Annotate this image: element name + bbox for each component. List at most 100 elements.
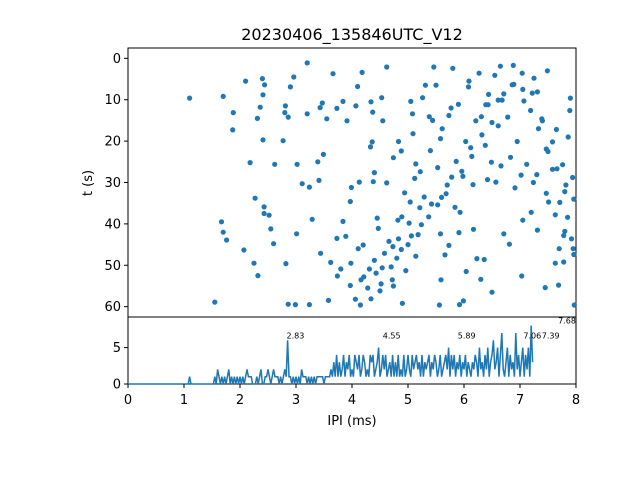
scatter-point [291, 74, 297, 80]
scatter-point [449, 174, 455, 180]
scatter-point [501, 91, 507, 97]
histogram-y-tick-label: 0 [113, 378, 121, 393]
scatter-point [399, 300, 405, 306]
scatter-point [340, 98, 346, 104]
scatter-point [367, 144, 374, 150]
scatter-point [338, 266, 344, 272]
scatter-point [570, 174, 576, 181]
scatter-point [528, 107, 534, 114]
histogram-x-tick-label: 3 [292, 393, 300, 408]
scatter-point [373, 270, 379, 276]
scatter-point [420, 95, 426, 101]
scatter-point [546, 199, 552, 205]
scatter-point [399, 214, 405, 220]
scatter-point [309, 216, 315, 222]
scatter-point [478, 114, 484, 120]
scatter-point [489, 119, 495, 126]
scatter-point [294, 161, 300, 167]
scatter-point [413, 161, 419, 167]
scatter-point [530, 179, 537, 186]
scatter-point [469, 153, 475, 159]
scatter-point [534, 227, 541, 233]
scatter-point [285, 114, 291, 120]
scatter-point [488, 159, 494, 165]
scatter-point [535, 126, 542, 132]
scatter-point [570, 246, 576, 252]
scatter-point [334, 273, 340, 279]
scatter-point [560, 162, 566, 168]
scatter-point [243, 78, 249, 84]
scatter-point [446, 242, 452, 248]
scatter-point [261, 210, 267, 217]
scatter-y-tick-label: 50 [104, 259, 121, 274]
scatter-points [187, 60, 577, 308]
histogram-x-tick-label: 6 [460, 393, 468, 408]
scatter-point [470, 226, 477, 232]
scatter-point [495, 97, 501, 103]
scatter-point [509, 82, 515, 88]
scatter-point [353, 103, 359, 109]
scatter-point [330, 71, 336, 77]
scatter-point [568, 236, 575, 242]
scatter-point [427, 148, 433, 154]
scatter-point [463, 138, 469, 145]
scatter-point [556, 246, 562, 252]
scatter-point [571, 196, 577, 202]
scatter-point [417, 205, 423, 211]
scatter-point [455, 101, 461, 107]
scatter-point [271, 241, 277, 247]
scatter-point [282, 103, 288, 109]
scatter-point [484, 177, 491, 183]
scatter-point [320, 151, 326, 157]
scatter-point [395, 217, 401, 223]
scatter-point [453, 158, 459, 164]
scatter-point [252, 195, 258, 201]
scatter-point [452, 204, 458, 210]
scatter-point [379, 95, 385, 101]
scatter-point [408, 98, 414, 104]
scatter-point [552, 212, 558, 218]
scatter-point [426, 114, 432, 120]
scatter-point [460, 298, 466, 304]
scatter-point [421, 194, 427, 200]
histogram-x-axis-label: IPI (ms) [327, 414, 376, 429]
scatter-point [266, 212, 272, 218]
scatter-point [357, 302, 363, 308]
scatter-point [388, 264, 394, 270]
scatter-point [285, 301, 291, 307]
scatter-point [495, 123, 501, 129]
scatter-point [459, 168, 465, 174]
scatter-point [247, 160, 253, 166]
scatter-point [534, 172, 540, 178]
scatter-point [390, 283, 396, 289]
scatter-point [316, 177, 322, 183]
chart-title: 20230406_135846UTC_V12 [241, 25, 463, 45]
scatter-point [395, 236, 402, 242]
scatter-point [514, 138, 520, 145]
scatter-panel: 0 10 20 30 40 50 60 [104, 47, 577, 318]
peak-annotation: 2.83 [287, 331, 305, 340]
scatter-point [439, 126, 445, 132]
scatter-point [497, 63, 503, 69]
scatter-point [457, 209, 463, 215]
scatter-point [390, 244, 396, 250]
peak-annotation: 7.39 [542, 331, 560, 340]
scatter-point [380, 118, 386, 124]
scatter-point [360, 242, 366, 248]
scatter-point [379, 265, 385, 271]
scatter-point [443, 191, 449, 197]
scatter-y-axis-label: t (s) [81, 170, 96, 196]
scatter-point [319, 100, 325, 106]
scatter-point [415, 232, 421, 238]
scatter-point [282, 110, 288, 116]
scatter-point [565, 214, 571, 220]
scatter-point [435, 202, 441, 208]
scatter-point [325, 297, 332, 303]
histogram-line [128, 325, 534, 385]
scatter-point [384, 180, 390, 186]
scatter-point [561, 232, 567, 239]
histogram-x-tick-label: 1 [180, 393, 188, 408]
scatter-point [410, 131, 416, 137]
